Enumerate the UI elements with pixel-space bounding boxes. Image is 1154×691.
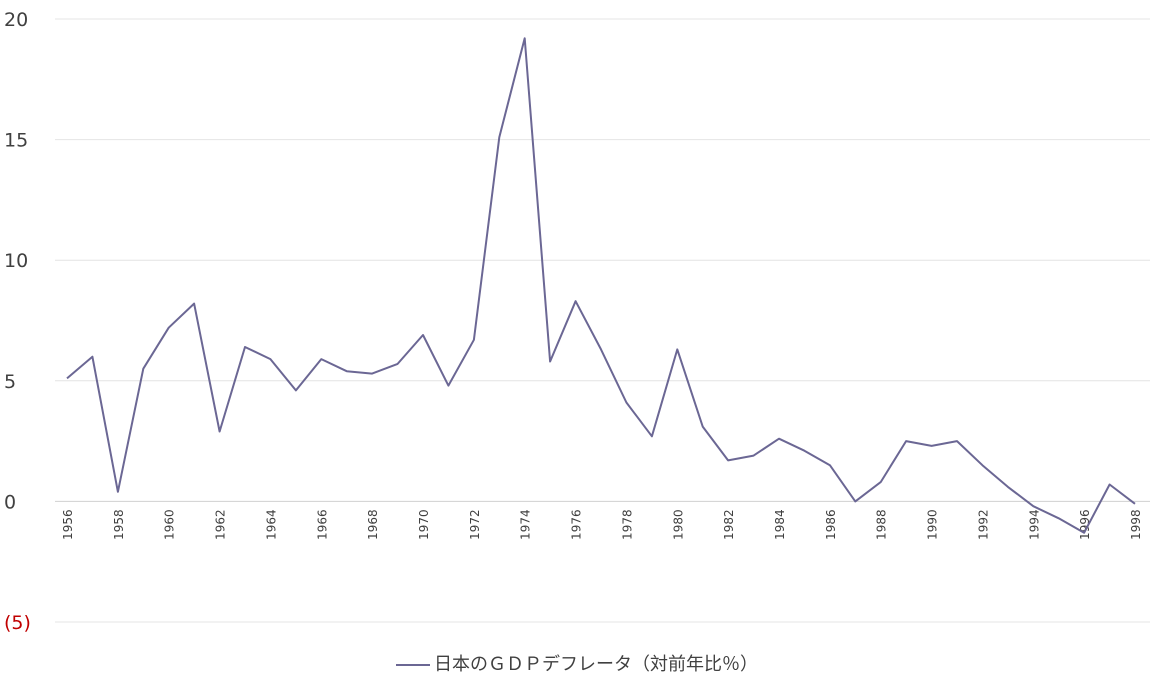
gridlines <box>55 18 1150 623</box>
x-tick-label: 1970 <box>417 509 431 540</box>
legend: 日本のＧＤＰデフレータ（対前年比％） <box>0 650 1154 676</box>
x-axis-tick-labels: 1956 1958 1960 1962 1964 1966 1968 1970 1972 1974… <box>61 509 1143 540</box>
x-tick-label: 1974 <box>519 509 533 540</box>
x-tick-label: 1984 <box>773 509 787 540</box>
x-tick-label: 1988 <box>875 509 889 540</box>
x-tick-label: 1998 <box>1129 509 1143 540</box>
x-tick-label: 1996 <box>1078 509 1092 540</box>
x-tick-label: 1960 <box>163 509 177 540</box>
y-tick-label: 0 <box>4 491 16 513</box>
x-tick-label: 1958 <box>112 509 126 540</box>
y-tick-label: 20 <box>4 9 28 31</box>
legend-swatch <box>396 664 430 666</box>
x-tick-label: 1980 <box>671 509 685 540</box>
x-tick-label: 1990 <box>926 509 940 540</box>
x-tick-label: 1968 <box>366 509 380 540</box>
x-tick-label: 1964 <box>264 509 278 540</box>
x-tick-label: 1976 <box>570 509 584 540</box>
y-axis-tick-labels: 20 15 10 5 0 (5) <box>4 9 31 634</box>
x-tick-label: 1962 <box>214 509 228 540</box>
x-tick-label: 1972 <box>468 509 482 540</box>
series-line <box>66 37 1136 534</box>
y-tick-label: 10 <box>4 250 28 272</box>
x-tick-label: 1986 <box>824 509 838 540</box>
x-tick-label: 1956 <box>61 509 75 540</box>
y-tick-label: 5 <box>4 371 16 393</box>
x-tick-label: 1966 <box>315 509 329 540</box>
legend-label: 日本のＧＤＰデフレータ（対前年比％） <box>434 654 758 675</box>
y-tick-label: (5) <box>4 612 31 634</box>
x-tick-label: 1992 <box>976 509 990 540</box>
y-tick-label: 15 <box>4 130 28 152</box>
x-tick-label: 1982 <box>722 509 736 540</box>
series-lines <box>66 37 1136 534</box>
x-tick-label: 1978 <box>620 509 634 540</box>
x-tick-label: 1994 <box>1027 509 1041 540</box>
